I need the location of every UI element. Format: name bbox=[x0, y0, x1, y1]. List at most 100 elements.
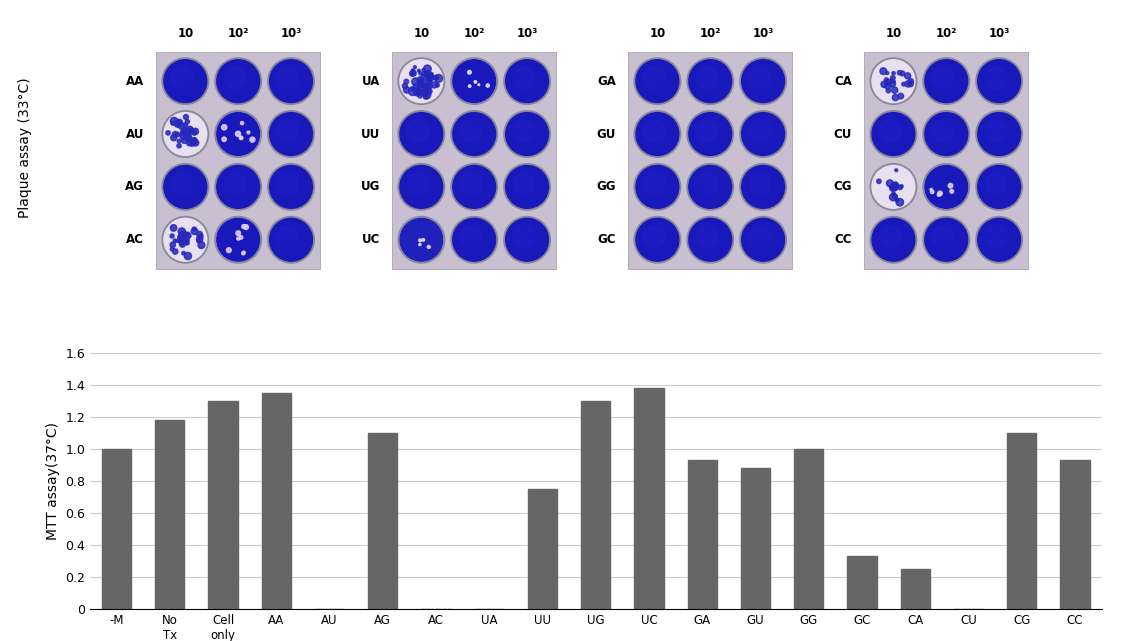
Circle shape bbox=[976, 217, 1023, 263]
Circle shape bbox=[422, 238, 425, 241]
Circle shape bbox=[183, 132, 188, 136]
Circle shape bbox=[215, 217, 262, 263]
Circle shape bbox=[872, 113, 915, 155]
Text: CC: CC bbox=[835, 233, 852, 246]
Circle shape bbox=[398, 111, 445, 157]
Circle shape bbox=[171, 173, 193, 194]
Circle shape bbox=[420, 79, 424, 82]
Circle shape bbox=[870, 111, 917, 157]
Circle shape bbox=[278, 67, 299, 88]
Circle shape bbox=[933, 67, 954, 88]
Circle shape bbox=[183, 115, 189, 119]
Circle shape bbox=[634, 163, 681, 210]
Bar bbox=[1007, 433, 1036, 609]
Circle shape bbox=[181, 240, 184, 244]
Text: AU: AU bbox=[126, 128, 144, 140]
Circle shape bbox=[422, 79, 425, 82]
Circle shape bbox=[900, 71, 905, 76]
Bar bbox=[155, 420, 184, 609]
Circle shape bbox=[398, 163, 445, 210]
Circle shape bbox=[182, 132, 187, 137]
Circle shape bbox=[978, 113, 1021, 155]
Circle shape bbox=[414, 66, 416, 69]
Circle shape bbox=[870, 58, 917, 104]
Circle shape bbox=[925, 219, 968, 261]
Circle shape bbox=[178, 139, 181, 143]
Circle shape bbox=[453, 60, 496, 103]
Circle shape bbox=[905, 73, 910, 79]
Circle shape bbox=[268, 217, 315, 263]
Circle shape bbox=[643, 226, 665, 247]
Circle shape bbox=[411, 69, 415, 72]
Text: Plaque assay (33°C): Plaque assay (33°C) bbox=[18, 77, 31, 218]
Text: 10²: 10² bbox=[227, 27, 248, 40]
Circle shape bbox=[892, 94, 898, 101]
Circle shape bbox=[742, 219, 785, 261]
Circle shape bbox=[414, 88, 422, 96]
Circle shape bbox=[217, 165, 260, 208]
Circle shape bbox=[217, 60, 260, 103]
Circle shape bbox=[242, 224, 246, 229]
Circle shape bbox=[890, 185, 896, 192]
Circle shape bbox=[643, 120, 665, 142]
Bar bbox=[634, 388, 663, 609]
Circle shape bbox=[504, 58, 551, 104]
Circle shape bbox=[636, 219, 679, 261]
Text: CU: CU bbox=[834, 128, 852, 140]
Circle shape bbox=[886, 71, 889, 74]
Text: CG: CG bbox=[834, 180, 852, 194]
Circle shape bbox=[407, 173, 429, 194]
Circle shape bbox=[424, 94, 428, 99]
Circle shape bbox=[191, 138, 198, 144]
Circle shape bbox=[880, 68, 887, 74]
Circle shape bbox=[278, 226, 299, 247]
Circle shape bbox=[173, 239, 176, 242]
Circle shape bbox=[183, 132, 187, 136]
Circle shape bbox=[506, 60, 549, 103]
Text: 10: 10 bbox=[178, 27, 193, 40]
Circle shape bbox=[180, 133, 187, 140]
Circle shape bbox=[250, 137, 255, 142]
Circle shape bbox=[225, 67, 246, 88]
FancyBboxPatch shape bbox=[628, 52, 792, 269]
Bar bbox=[741, 468, 770, 609]
Circle shape bbox=[199, 234, 203, 238]
Circle shape bbox=[192, 128, 199, 135]
Circle shape bbox=[171, 135, 176, 141]
Text: GG: GG bbox=[597, 180, 616, 194]
Circle shape bbox=[461, 120, 482, 142]
Y-axis label: MTT assay(37°C): MTT assay(37°C) bbox=[45, 422, 60, 540]
Circle shape bbox=[180, 231, 187, 238]
Circle shape bbox=[886, 88, 890, 93]
Circle shape bbox=[171, 117, 178, 125]
Circle shape bbox=[424, 71, 432, 78]
Circle shape bbox=[180, 233, 185, 238]
Circle shape bbox=[895, 169, 898, 172]
Circle shape bbox=[937, 193, 941, 196]
Circle shape bbox=[197, 236, 202, 242]
Text: 10: 10 bbox=[650, 27, 665, 40]
Circle shape bbox=[451, 58, 498, 104]
Text: GU: GU bbox=[597, 128, 616, 140]
Circle shape bbox=[410, 70, 416, 76]
Circle shape bbox=[221, 124, 227, 130]
Circle shape bbox=[937, 191, 942, 196]
Circle shape bbox=[185, 126, 193, 134]
Circle shape bbox=[514, 120, 535, 142]
Circle shape bbox=[742, 165, 785, 208]
Bar bbox=[262, 392, 291, 609]
Circle shape bbox=[933, 226, 954, 247]
Circle shape bbox=[923, 163, 970, 210]
Circle shape bbox=[221, 137, 226, 142]
Circle shape bbox=[164, 219, 207, 261]
Circle shape bbox=[418, 83, 427, 92]
Circle shape bbox=[435, 83, 439, 87]
Circle shape bbox=[889, 194, 897, 201]
Circle shape bbox=[427, 88, 430, 92]
Circle shape bbox=[427, 75, 434, 81]
Circle shape bbox=[427, 246, 430, 248]
Circle shape bbox=[451, 163, 498, 210]
Circle shape bbox=[164, 113, 207, 155]
Circle shape bbox=[244, 225, 248, 229]
Circle shape bbox=[930, 188, 933, 190]
